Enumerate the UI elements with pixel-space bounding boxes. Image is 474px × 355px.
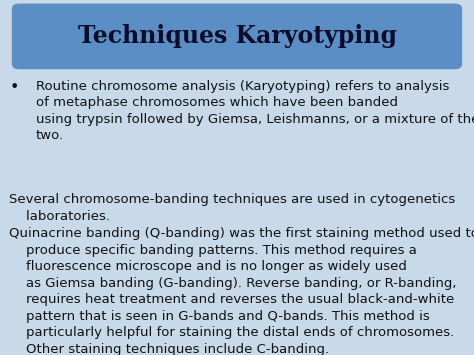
Text: Quinacrine banding (Q-banding) was the first staining method used to
    produce: Quinacrine banding (Q-banding) was the f… [9, 227, 474, 355]
Text: Techniques Karyotyping: Techniques Karyotyping [78, 24, 396, 48]
Text: •: • [9, 80, 19, 95]
Text: Routine chromosome analysis (Karyotyping) refers to analysis
of metaphase chromo: Routine chromosome analysis (Karyotyping… [36, 80, 474, 142]
Text: Several chromosome-banding techniques are used in cytogenetics
    laboratories.: Several chromosome-banding techniques ar… [9, 193, 456, 223]
FancyBboxPatch shape [12, 4, 462, 69]
